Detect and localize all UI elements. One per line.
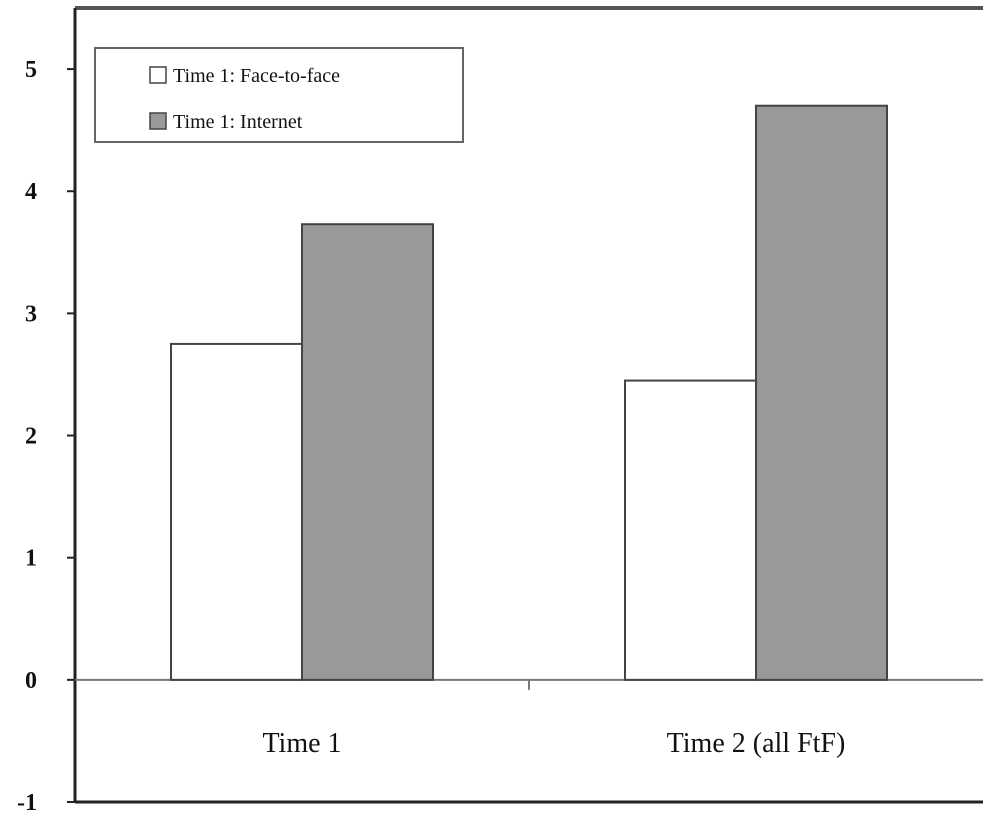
y-tick-label: 2 [25,424,37,450]
y-tick-label: -1 [17,790,37,816]
bar-face-to-face [624,379,757,681]
legend-label: Time 1: Face-to-face [173,65,340,87]
x-tick-label: Time 2 (all FtF) [667,728,846,759]
y-tick-label: 1 [25,546,37,572]
y-tick-label: 5 [25,57,37,83]
legend-swatch [149,66,167,84]
bar-internet [301,223,434,681]
legend-swatch [149,112,167,130]
bar-face-to-face [170,342,303,681]
legend-label: Time 1: Internet [173,111,303,133]
x-tick-label: Time 1 [262,728,341,759]
bar-internet [755,104,888,681]
y-tick-label: 4 [25,179,37,205]
y-tick-label: 0 [25,668,37,694]
y-tick-label: 3 [25,301,37,327]
